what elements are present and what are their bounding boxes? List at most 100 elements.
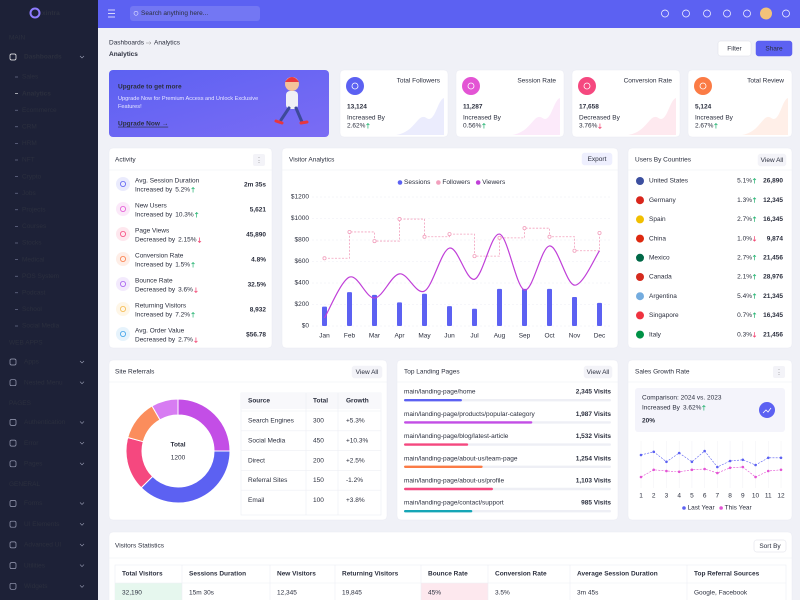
submenu-item[interactable]: Stocks (22, 240, 42, 247)
menu-item[interactable]: Pages (24, 461, 43, 468)
followers-point (347, 229, 352, 234)
stat-icon (346, 77, 364, 95)
export-button-label[interactable]: Export (588, 156, 607, 163)
menu-item[interactable]: Forms (24, 500, 43, 507)
headline-value: 20% (642, 418, 655, 425)
topbar-icon[interactable] (703, 9, 711, 18)
sort-button[interactable] (753, 539, 787, 553)
search-placeholder[interactable]: Search anything here... (141, 10, 208, 17)
upgrade-text-box: Upgrade Now for Premium Access and Unloc… (118, 96, 258, 110)
menu-item[interactable]: Dashboards (24, 54, 62, 61)
menu-chevron (79, 421, 85, 424)
filter-button[interactable] (717, 40, 752, 57)
search-box[interactable] (130, 6, 260, 21)
submenu-item[interactable]: Social Media (22, 323, 60, 330)
upgrade-link[interactable]: Upgrade Now → (118, 121, 168, 128)
activity-value: 8,932 (250, 307, 267, 314)
legend-marker (436, 180, 441, 185)
stat-change-label: Increased By (463, 115, 502, 122)
view-all-button[interactable] (583, 365, 613, 379)
view-all-button[interactable] (757, 153, 787, 167)
submenu-item[interactable]: CRM (22, 124, 37, 131)
sales-line (640, 450, 781, 468)
export-button[interactable] (581, 152, 613, 166)
country-name: Mexico (649, 255, 670, 262)
submenu-item[interactable]: NFT (22, 157, 35, 164)
landing-url[interactable]: main/landing-page/about-us/team-page (404, 455, 518, 462)
landing-url[interactable]: main/landing-page/blog/latest-article (404, 433, 509, 440)
menu-item[interactable]: Error (24, 440, 39, 447)
menu-item[interactable]: UI Elements (24, 521, 60, 528)
session-bar (472, 308, 477, 326)
submenu-item[interactable]: Crypto (22, 173, 42, 180)
topbar-icon[interactable] (661, 9, 669, 18)
user-avatar[interactable] (760, 7, 772, 20)
landing-url[interactable]: main/landing-page/contact/support (404, 500, 504, 507)
submenu-item[interactable]: School (22, 306, 42, 313)
filter-button-label[interactable]: Filter (727, 46, 742, 53)
menu-icon (9, 379, 17, 387)
menu-toggle[interactable] (108, 9, 115, 18)
share-button[interactable] (755, 40, 793, 57)
submenu-item[interactable]: Sales (22, 74, 39, 81)
x-tick-label: 1 (639, 493, 643, 500)
menu-item[interactable]: Advanced UI (24, 542, 61, 549)
y-tick-label: $1000 (291, 215, 309, 222)
x-tick-label: Feb (344, 333, 356, 340)
topbar-icon[interactable] (723, 9, 731, 18)
country-change: 2.7% (737, 255, 752, 262)
menu-item[interactable]: Apps (24, 359, 40, 366)
breadcrumb-link[interactable]: Dashboards (109, 40, 145, 47)
view-all-button-label[interactable]: View All (761, 157, 784, 164)
menu-item[interactable]: Utilities (24, 562, 46, 569)
view-all-button-label[interactable]: View All (356, 369, 379, 376)
menu-item[interactable]: Authentication (24, 419, 66, 426)
sales-point (766, 469, 770, 473)
table-header-cell: Conversion Rate (495, 571, 547, 578)
activity-status: Increased by (135, 212, 173, 219)
submenu-item[interactable]: HRM (22, 140, 37, 147)
activity-icon (120, 280, 127, 287)
landing-url[interactable]: main/landing-page/products/popular-categ… (404, 411, 536, 418)
country-flag (636, 311, 644, 320)
activity-label: Page Views (135, 228, 170, 235)
stat-icon (694, 77, 712, 95)
table-cell: +2.5% (346, 457, 365, 464)
table-cell: 150 (313, 477, 324, 484)
submenu-item[interactable]: Projects (22, 207, 46, 214)
menu-section-title: WEB APPS (9, 340, 43, 347)
menu-chevron (79, 441, 85, 445)
menu-item[interactable]: Widgets (24, 583, 48, 590)
submenu-item[interactable]: Analytics (22, 90, 51, 97)
topbar-icon[interactable] (743, 9, 751, 18)
table-header-cell: Total Visitors (122, 571, 163, 578)
trend-icon (702, 405, 706, 411)
submenu-item[interactable]: Ecommerce (22, 107, 57, 114)
sort-button-label[interactable]: Sort By (759, 543, 781, 550)
trend-button (759, 402, 775, 418)
submenu-item[interactable]: POS System (22, 273, 59, 280)
upgrade-card (109, 70, 329, 137)
legend-marker (397, 180, 403, 185)
view-all-button[interactable] (351, 365, 383, 379)
cell-highlight (421, 583, 488, 600)
landing-url[interactable]: main/landing-page/about-us/profile (404, 478, 504, 485)
x-tick-label: 6 (703, 493, 707, 500)
menu-item[interactable]: Nested Menu (24, 379, 63, 386)
activity-value: 4.8% (251, 257, 266, 264)
followers-point (472, 254, 477, 259)
country-name: Germany (649, 197, 676, 204)
submenu-item[interactable]: Jobs (22, 190, 36, 197)
share-button-label[interactable]: Share (765, 46, 783, 53)
submenu-item[interactable]: Medical (22, 256, 45, 263)
submenu-item[interactable]: Courses (22, 223, 47, 230)
table-header-cell: Top Referral Sources (694, 571, 760, 578)
activity-label: New Users (135, 203, 168, 210)
topbar-icon[interactable] (682, 9, 690, 18)
activity-label: Conversion Rate (135, 253, 184, 260)
topbar-icon[interactable] (782, 9, 790, 18)
view-all-button-label[interactable]: View All (587, 369, 610, 376)
session-bar (572, 296, 577, 326)
submenu-item[interactable]: Podcast (22, 290, 46, 297)
landing-url[interactable]: main/landing-page/home (404, 389, 476, 396)
